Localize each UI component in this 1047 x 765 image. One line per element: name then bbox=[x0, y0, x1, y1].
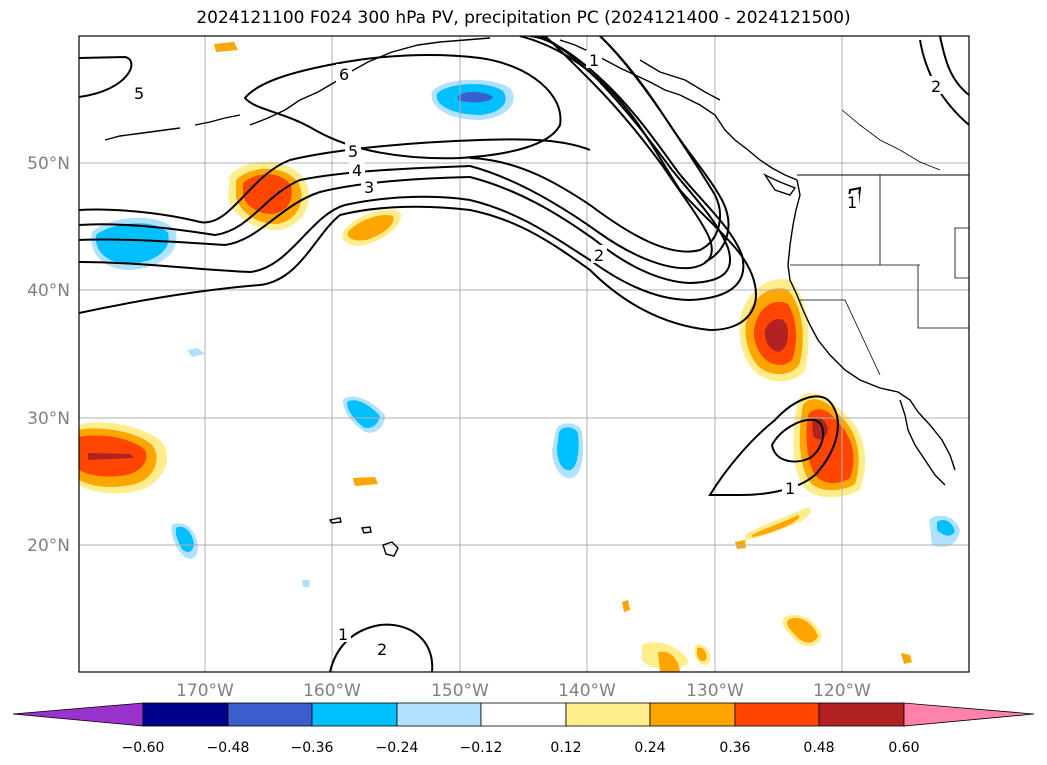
lat-tick-label: 30°N bbox=[27, 409, 70, 429]
colorbar-tick-label: 0.12 bbox=[550, 740, 581, 756]
colorbar-tick-label: −0.24 bbox=[376, 740, 419, 756]
precip-blob-negative-4 bbox=[552, 423, 584, 479]
lon-tick-label: 140°W bbox=[558, 681, 616, 701]
colorbar-segment bbox=[142, 702, 229, 727]
precip-blob-negative-1 bbox=[91, 217, 177, 270]
colorbar-segment bbox=[649, 702, 736, 727]
colorbar-tick-label: −0.48 bbox=[207, 740, 250, 756]
contour-label: 5 bbox=[348, 142, 358, 161]
lat-tick-label: 40°N bbox=[27, 281, 70, 301]
contour-label: 1 bbox=[338, 625, 348, 644]
lat-tick-label: 20°N bbox=[27, 536, 70, 556]
contour-label: 5 bbox=[134, 84, 144, 103]
colorbar-segment bbox=[480, 702, 567, 727]
colorbar-ticks: −0.60 −0.48 −0.36 −0.24 −0.12 0.12 0.24 … bbox=[122, 740, 920, 756]
colorbar-tick-label: 0.36 bbox=[719, 740, 750, 756]
precip-blob-small-1 bbox=[342, 209, 401, 246]
colorbar-segment bbox=[227, 702, 313, 727]
lon-tick-label: 150°W bbox=[431, 681, 489, 701]
colorbar-extend-low bbox=[12, 702, 144, 727]
precip-blob-west bbox=[79, 422, 168, 494]
contour-label: 2 bbox=[594, 246, 604, 265]
contour-label: 1 bbox=[589, 51, 599, 70]
colorbar-segment bbox=[311, 702, 398, 727]
lat-tick-label: 50°N bbox=[27, 154, 70, 174]
colorbar-segment bbox=[565, 702, 651, 727]
contour-label: 1 bbox=[785, 479, 795, 498]
precip-blob-tiny-2 bbox=[353, 477, 378, 486]
colorbar-tick-label: 0.48 bbox=[803, 740, 834, 756]
precip-shading bbox=[79, 42, 960, 672]
colorbar-tick-label: 0.60 bbox=[888, 740, 919, 756]
lon-axis: 170°W 160°W 150°W 140°W 130°W 120°W bbox=[176, 681, 871, 701]
map-frame bbox=[78, 35, 970, 673]
contour-label: 1 bbox=[847, 193, 857, 212]
lat-axis: 50°N 40°N 30°N 20°N bbox=[27, 154, 70, 556]
lon-tick-label: 130°W bbox=[686, 681, 744, 701]
colorbar-tick-label: −0.12 bbox=[460, 740, 503, 756]
colorbar-tick-label: −0.36 bbox=[291, 740, 334, 756]
contour-label: 3 bbox=[364, 178, 374, 197]
colorbar-segment bbox=[396, 702, 482, 727]
colorbar-segment bbox=[818, 702, 905, 727]
contour-label: 4 bbox=[352, 161, 362, 180]
lon-tick-label: 170°W bbox=[176, 681, 234, 701]
colorbar-segment bbox=[734, 702, 820, 727]
colorbar-extend-high bbox=[903, 702, 1035, 727]
precip-blob-negative-5 bbox=[171, 523, 198, 559]
precip-blob-tiny-3 bbox=[214, 42, 238, 52]
precip-blob-california bbox=[739, 279, 809, 382]
precip-blob-negative-2 bbox=[431, 79, 514, 120]
colorbar-tick-label: −0.60 bbox=[122, 740, 165, 756]
colorbar bbox=[12, 702, 1035, 727]
contour-labels: 5 6 5 4 3 1 2 2 1 1 2 1 bbox=[131, 50, 944, 659]
contour-label: 6 bbox=[339, 65, 349, 84]
contour-label: 2 bbox=[377, 640, 387, 659]
map-title: 2024121100 F024 300 hPa PV, precipitatio… bbox=[196, 8, 851, 28]
gridlines bbox=[79, 36, 969, 672]
pv-contours bbox=[79, 36, 969, 672]
contour-label: 2 bbox=[931, 77, 941, 96]
lon-tick-label: 120°W bbox=[813, 681, 871, 701]
precip-blob-tiny-1 bbox=[187, 348, 205, 357]
colorbar-tick-label: 0.24 bbox=[634, 740, 665, 756]
precip-blob-negative-3 bbox=[343, 396, 385, 433]
lon-tick-label: 160°W bbox=[303, 681, 361, 701]
